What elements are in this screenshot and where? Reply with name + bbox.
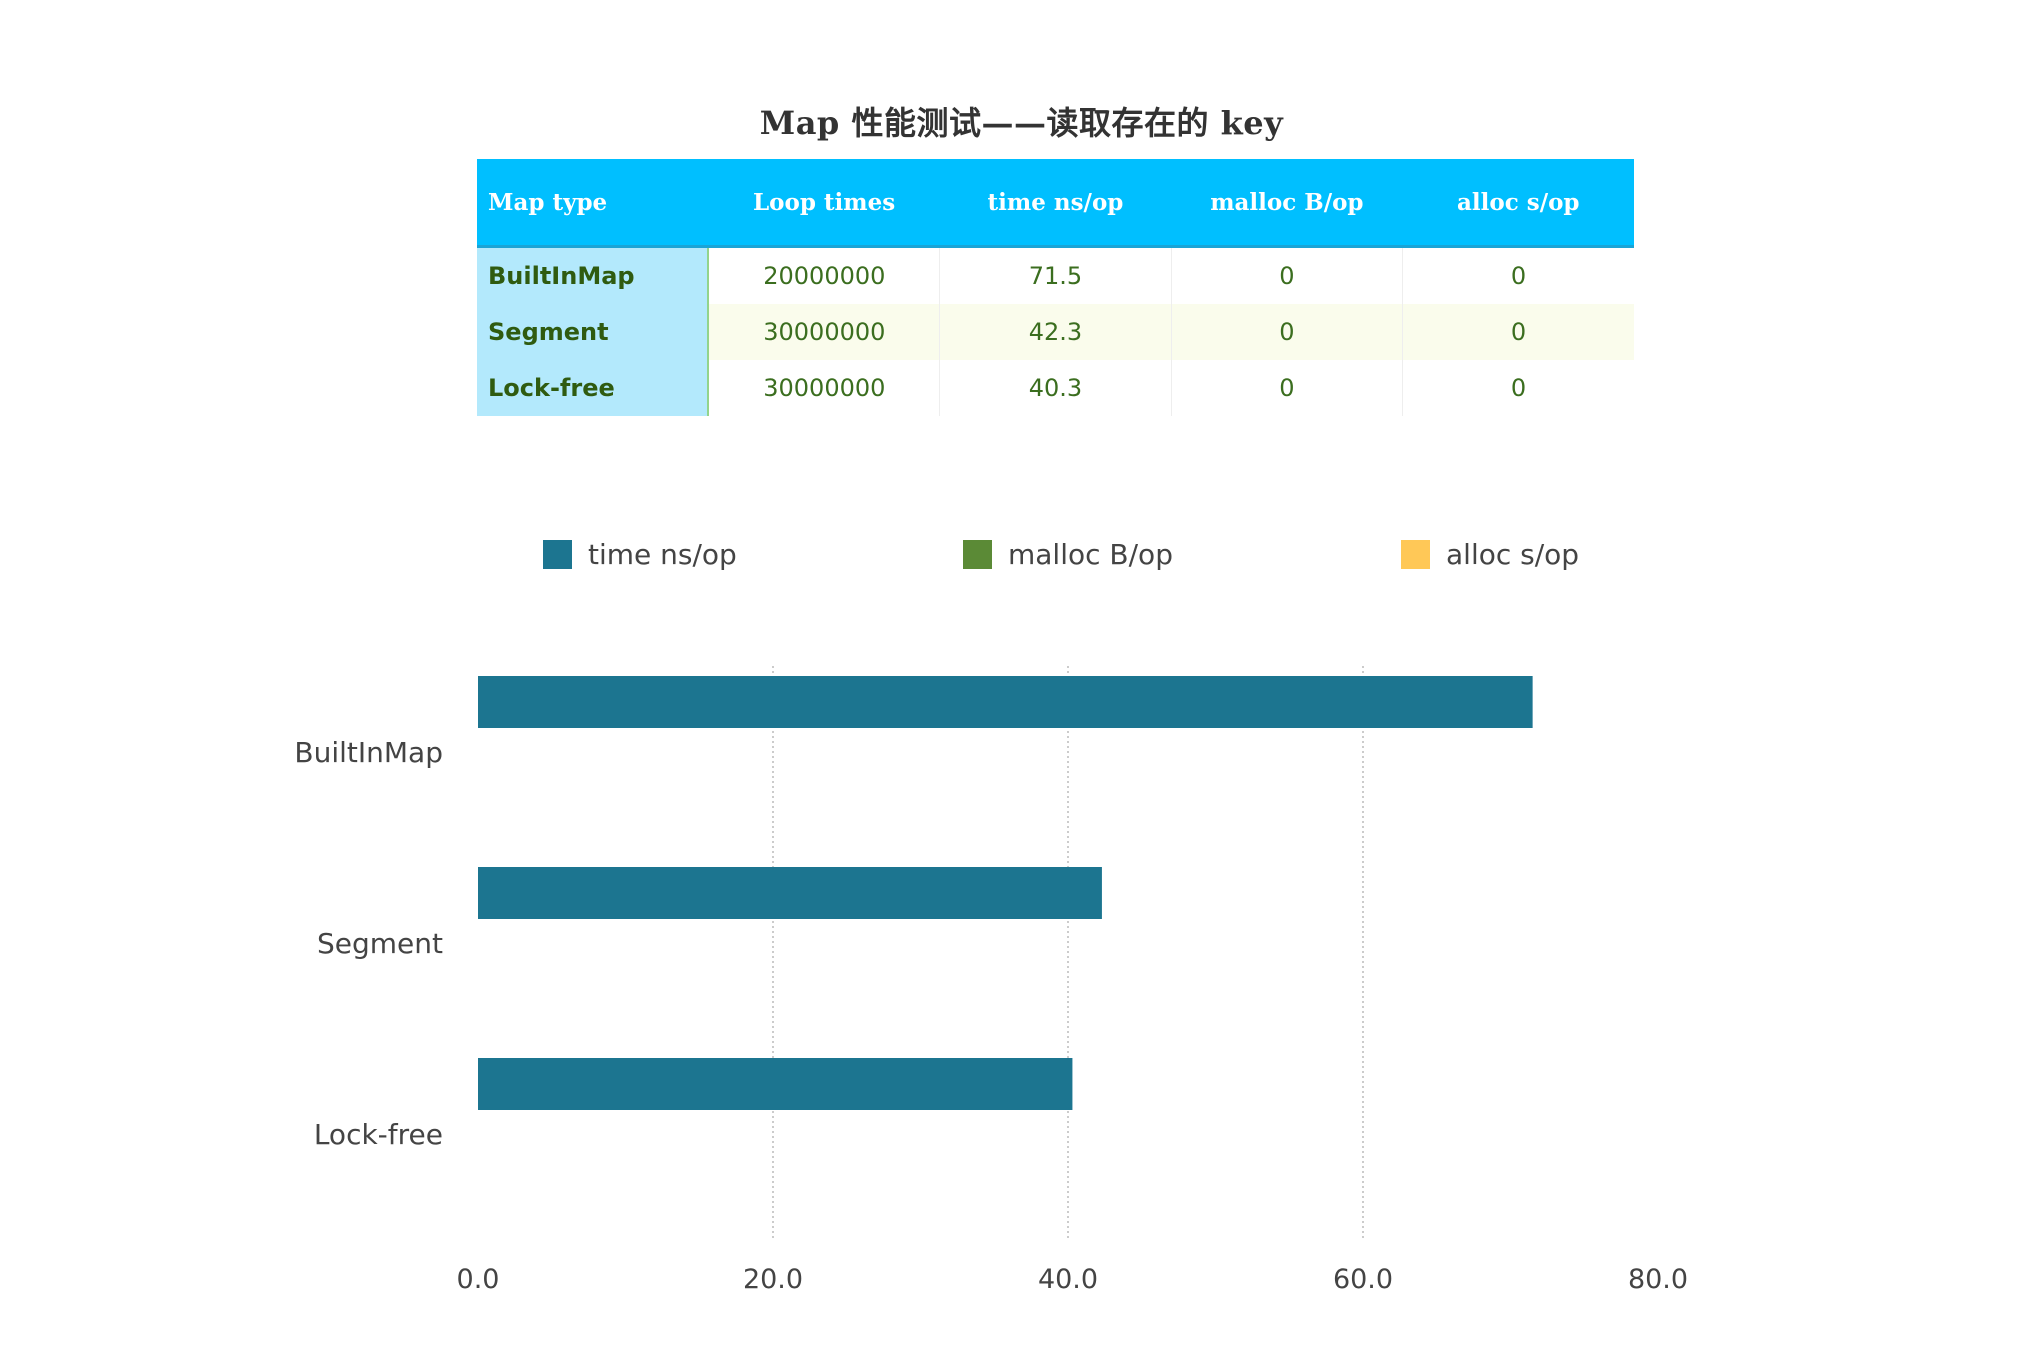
table-cell: 30000000 [708,360,941,416]
row-label: Segment [477,304,710,360]
legend-swatch [963,539,992,569]
header-map-type: Map type [477,159,709,248]
legend-label: malloc B/op [1008,537,1173,571]
legend-item-time: time ns/op [543,537,737,571]
legend-swatch [1401,539,1430,569]
legend-label: alloc s/op [1446,537,1580,571]
header-loop-times: Loop times [708,159,940,248]
table-cell: 0 [1510,374,1527,402]
table-row: Lock-free 30000000 40.3 0 0 [477,360,1634,416]
table-cell: 20000000 [708,246,941,304]
legend-item-malloc: malloc B/op [963,537,1173,571]
data-table: Map type Loop times time ns/op malloc B/… [477,159,1634,416]
bar [478,867,1102,919]
row-label: Lock-free [477,360,710,416]
row-label: BuiltInMap [477,246,710,304]
x-tick-label: 40.0 [1038,1264,1098,1295]
x-tick-label: 0.0 [457,1264,500,1295]
legend-item-alloc: alloc s/op [1401,537,1579,571]
table-cell: 71.5 [939,246,1172,304]
y-category-label: Segment [317,927,443,960]
y-category-label: Lock-free [314,1118,443,1151]
page-title: Map 性能测试——读取存在的 key [759,104,1284,142]
header-time: time ns/op [939,159,1172,248]
x-tick-label: 20.0 [743,1264,803,1295]
table-cell: 0 [1171,304,1404,360]
header-alloc: alloc s/op [1402,159,1634,248]
x-tick-label: 80.0 [1628,1264,1688,1295]
header-malloc: malloc B/op [1171,159,1403,248]
table-cell: 0 [1510,262,1527,290]
table-cell: 40.3 [939,360,1172,416]
bar [478,1058,1073,1110]
table-row: BuiltInMap 20000000 71.5 0 0 [477,246,1634,304]
table-cell: 30000000 [708,304,941,360]
table-cell: 0 [1402,304,1634,360]
y-category-label: BuiltInMap [294,736,443,769]
table-cell: 0 [1171,246,1404,304]
bar [478,676,1533,728]
table-cell: 42.3 [939,304,1172,360]
table-row: Segment 30000000 42.3 0 0 [477,304,1634,360]
table-cell: 0 [1171,360,1404,416]
legend-label: time ns/op [588,537,737,571]
legend-swatch [543,539,572,569]
table-header-row: Map type Loop times time ns/op malloc B/… [477,159,1634,248]
x-tick-label: 60.0 [1333,1264,1393,1295]
